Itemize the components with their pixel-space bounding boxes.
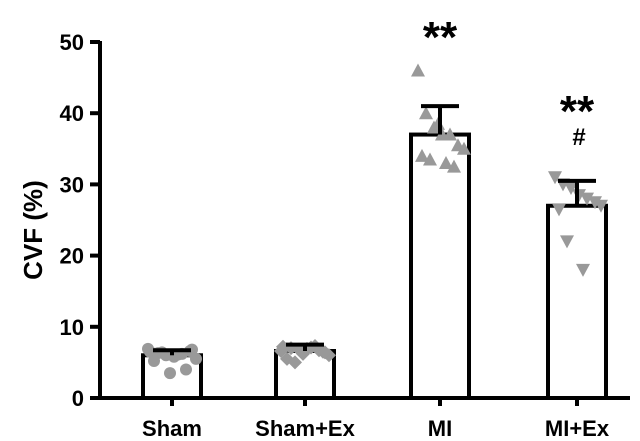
data-point [548,171,562,185]
significance-marker-hash: # [572,124,585,151]
data-point [576,263,590,277]
y-tick-label: 40 [60,101,84,126]
bar-mi [409,132,471,400]
data-point [318,345,332,360]
data-point [588,196,602,210]
x-tick-label: Sham+Ex [255,416,355,441]
data-point [142,342,154,355]
data-point [447,159,461,173]
x-tick-label: MI+Ex [545,416,610,441]
significance-marker: ** [560,87,595,136]
y-tick-label: 50 [60,30,84,55]
data-point [423,152,437,166]
x-tick-label: MI [428,416,452,441]
data-point [148,354,160,367]
y-tick-label: 10 [60,315,84,340]
data-point [419,106,433,120]
data-point [164,367,176,380]
data-point [288,355,302,370]
data-point [411,63,425,77]
data-point [443,127,457,141]
data-point [594,199,608,213]
data-point [156,346,168,359]
data-point [274,344,288,359]
data-point [439,156,453,170]
x-tick-label: Sham [142,416,202,441]
y-tick-label: 20 [60,244,84,269]
y-tick-label: 0 [72,386,84,411]
data-point [564,181,578,195]
significance-marker: ** [423,13,458,62]
data-point [190,352,202,365]
data-point [552,203,566,217]
y-axis-label: CVF (%) [18,180,48,280]
y-tick-label: 30 [60,172,84,197]
data-point [180,363,192,376]
data-point [457,141,471,155]
data-point [560,235,574,249]
bar-mi-plus-ex [546,203,608,400]
data-point [580,192,594,206]
data-point [415,148,429,162]
data-point [186,343,198,356]
